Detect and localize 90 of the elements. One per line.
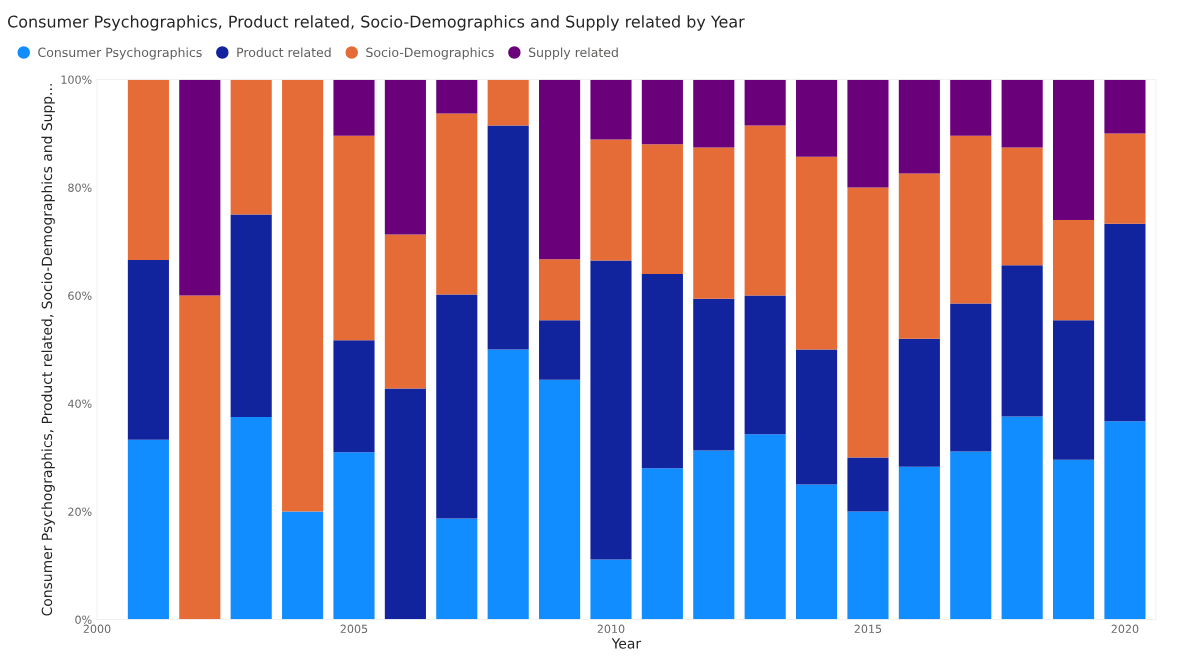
bar (1001, 79, 1043, 148)
bar (641, 144, 683, 274)
bar (539, 259, 581, 321)
bar (384, 388, 426, 620)
bar (282, 511, 324, 620)
bar (796, 79, 838, 157)
bar (590, 139, 632, 261)
bar (744, 295, 786, 435)
bar (436, 518, 478, 620)
bar (693, 147, 735, 299)
bar (950, 303, 992, 452)
bar (847, 457, 889, 512)
bar (898, 79, 940, 174)
bar (127, 79, 169, 260)
bar (1104, 421, 1146, 620)
bar (744, 125, 786, 296)
bar (539, 379, 581, 620)
bar (590, 559, 632, 620)
y-tick-label: 0% (75, 615, 92, 624)
bar (744, 434, 786, 620)
bar (230, 417, 272, 620)
bar (796, 156, 838, 350)
bar (179, 295, 221, 620)
x-tick-label: 2015 (854, 624, 882, 634)
bar (898, 173, 940, 339)
bar (333, 340, 375, 453)
chart-title: Consumer Psychographics, Product related, Socio-Demographics and Supply related by Year (7, 15, 745, 31)
bar (436, 113, 478, 295)
y-tick-label: 20% (68, 507, 92, 516)
x-tick-label: 2000 (83, 624, 111, 634)
bar (333, 452, 375, 620)
bar (487, 79, 529, 126)
bar (1053, 320, 1095, 460)
bar (1001, 147, 1043, 266)
y-tick-label: 80% (68, 183, 92, 192)
bar (333, 135, 375, 341)
legend-label: Product related (237, 47, 331, 58)
bar (847, 511, 889, 620)
bar (179, 79, 221, 296)
bar (641, 79, 683, 145)
bar (796, 349, 838, 485)
bar (641, 468, 683, 620)
bar (487, 349, 529, 620)
bar (1001, 265, 1043, 417)
bar (693, 79, 735, 148)
bar (1104, 79, 1146, 134)
bar (950, 79, 992, 136)
x-tick-label: 2010 (597, 624, 625, 634)
bar (487, 125, 529, 350)
bar (1053, 459, 1095, 620)
bar (898, 466, 940, 620)
legend-label: Socio-Demographics (366, 47, 494, 60)
x-axis-title: Year (611, 638, 642, 649)
bar (230, 79, 272, 215)
bar (384, 79, 426, 235)
bar (950, 135, 992, 304)
bar (127, 259, 169, 440)
bar (282, 79, 324, 512)
legend-label: Consumer Psychographics (38, 47, 202, 60)
x-tick-label: 2005 (340, 624, 368, 634)
bar (127, 439, 169, 620)
bar (693, 450, 735, 620)
bar (384, 234, 426, 389)
y-axis-title: Consumer Psychographics, Product related, Socio-Demographics and Supp... (41, 84, 55, 616)
y-tick-label: 60% (68, 291, 92, 300)
bar (847, 79, 889, 188)
bar (950, 451, 992, 620)
y-tick-label: 100% (61, 75, 92, 84)
legend-label: Supply related (528, 47, 618, 60)
bar (641, 273, 683, 469)
bar (590, 260, 632, 560)
y-tick-label: 40% (67, 399, 92, 408)
bar (744, 79, 786, 126)
bar (796, 484, 838, 620)
bar (590, 79, 632, 140)
bar (1104, 133, 1146, 224)
bar (693, 298, 735, 451)
bar (333, 79, 375, 136)
bar (1104, 223, 1146, 422)
bar (847, 187, 889, 458)
bar (1053, 79, 1095, 220)
bar (436, 79, 478, 114)
bar (539, 320, 581, 380)
x-tick-label: 2020 (1111, 624, 1139, 634)
bar (1001, 416, 1043, 620)
bar (898, 338, 940, 467)
bar (1053, 219, 1095, 321)
bar (230, 214, 272, 418)
bar (539, 79, 581, 260)
bar (436, 294, 478, 519)
